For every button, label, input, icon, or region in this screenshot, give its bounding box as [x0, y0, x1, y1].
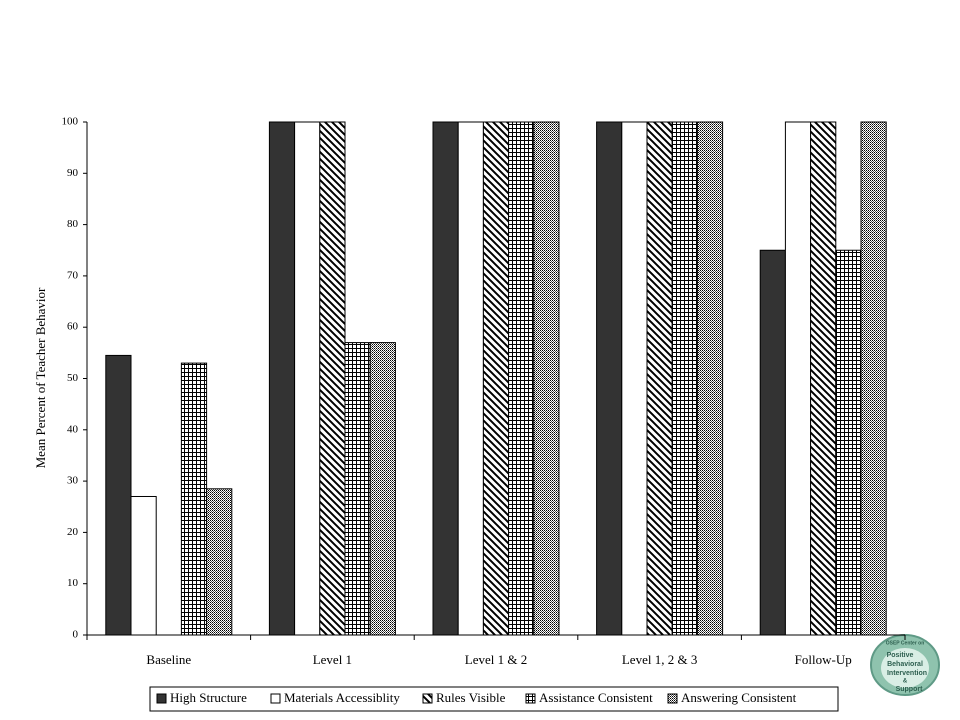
bar [432, 121, 459, 636]
logo-text: Positive [887, 652, 914, 659]
legend: High Structure Materials Accessiblity Rule… [149, 686, 839, 712]
bar [860, 121, 887, 636]
legend-swatch [422, 693, 433, 704]
legend-box [149, 686, 839, 712]
legend-label: High Structure [170, 690, 247, 705]
bar [344, 342, 371, 636]
legend-swatch [270, 693, 281, 704]
bar [621, 121, 648, 636]
y-tick-label: 50 [67, 372, 79, 384]
legend-swatch [667, 693, 678, 704]
y-tick-label: 0 [73, 629, 79, 641]
bar [596, 121, 623, 636]
logo-text: Support [896, 686, 923, 693]
bar [784, 121, 812, 636]
y-tick-label: 10 [67, 577, 79, 589]
legend-label: Rules Visible [436, 690, 506, 705]
legend-swatch [525, 693, 536, 704]
logo-text: & [903, 679, 908, 685]
bar [646, 121, 673, 636]
legend-label: Materials Accessiblity [284, 690, 400, 705]
logo-text: OSEP Center on [886, 640, 925, 646]
bar [105, 354, 132, 636]
x-tick-label: Follow-Up [795, 652, 852, 667]
bar [759, 249, 786, 636]
bar [835, 249, 862, 636]
bar [482, 121, 510, 636]
y-tick-label: 40 [67, 423, 79, 435]
bar [696, 121, 724, 636]
y-tick-label: 30 [67, 475, 79, 487]
x-tick-label: Level 1 [313, 652, 352, 667]
y-tick-label: 20 [67, 526, 79, 538]
bar [180, 362, 208, 636]
x-tick-label: Baseline [146, 652, 191, 667]
bar [319, 121, 346, 636]
y-tick-label: 60 [67, 321, 79, 333]
bar [268, 121, 296, 636]
bar [206, 488, 233, 636]
legend-swatch [156, 693, 167, 704]
bar [508, 121, 535, 636]
logo-text: Intervention [887, 670, 927, 677]
bar [130, 495, 157, 636]
logo: OSEP Center on Positive Behavioral Interven… [870, 634, 940, 696]
logo-inner [881, 648, 929, 688]
logo-text: Behavioral [887, 661, 923, 668]
bar [671, 121, 698, 636]
y-tick-label: 90 [67, 167, 79, 179]
y-axis-label: Mean Percent of Teacher Behavior [33, 287, 48, 468]
bar [294, 121, 321, 636]
y-tick-label: 100 [62, 116, 79, 128]
y-tick-label: 80 [67, 218, 79, 230]
bar [457, 121, 484, 636]
legend-label: Answering Consistent [681, 690, 797, 705]
bar [810, 121, 837, 636]
bar [533, 121, 560, 636]
x-tick-label: Level 1, 2 & 3 [622, 652, 697, 667]
bar [369, 342, 396, 636]
x-tick-label: Level 1 & 2 [465, 652, 527, 667]
y-tick-label: 70 [67, 269, 79, 281]
legend-label: Assistance Consistent [539, 690, 653, 705]
